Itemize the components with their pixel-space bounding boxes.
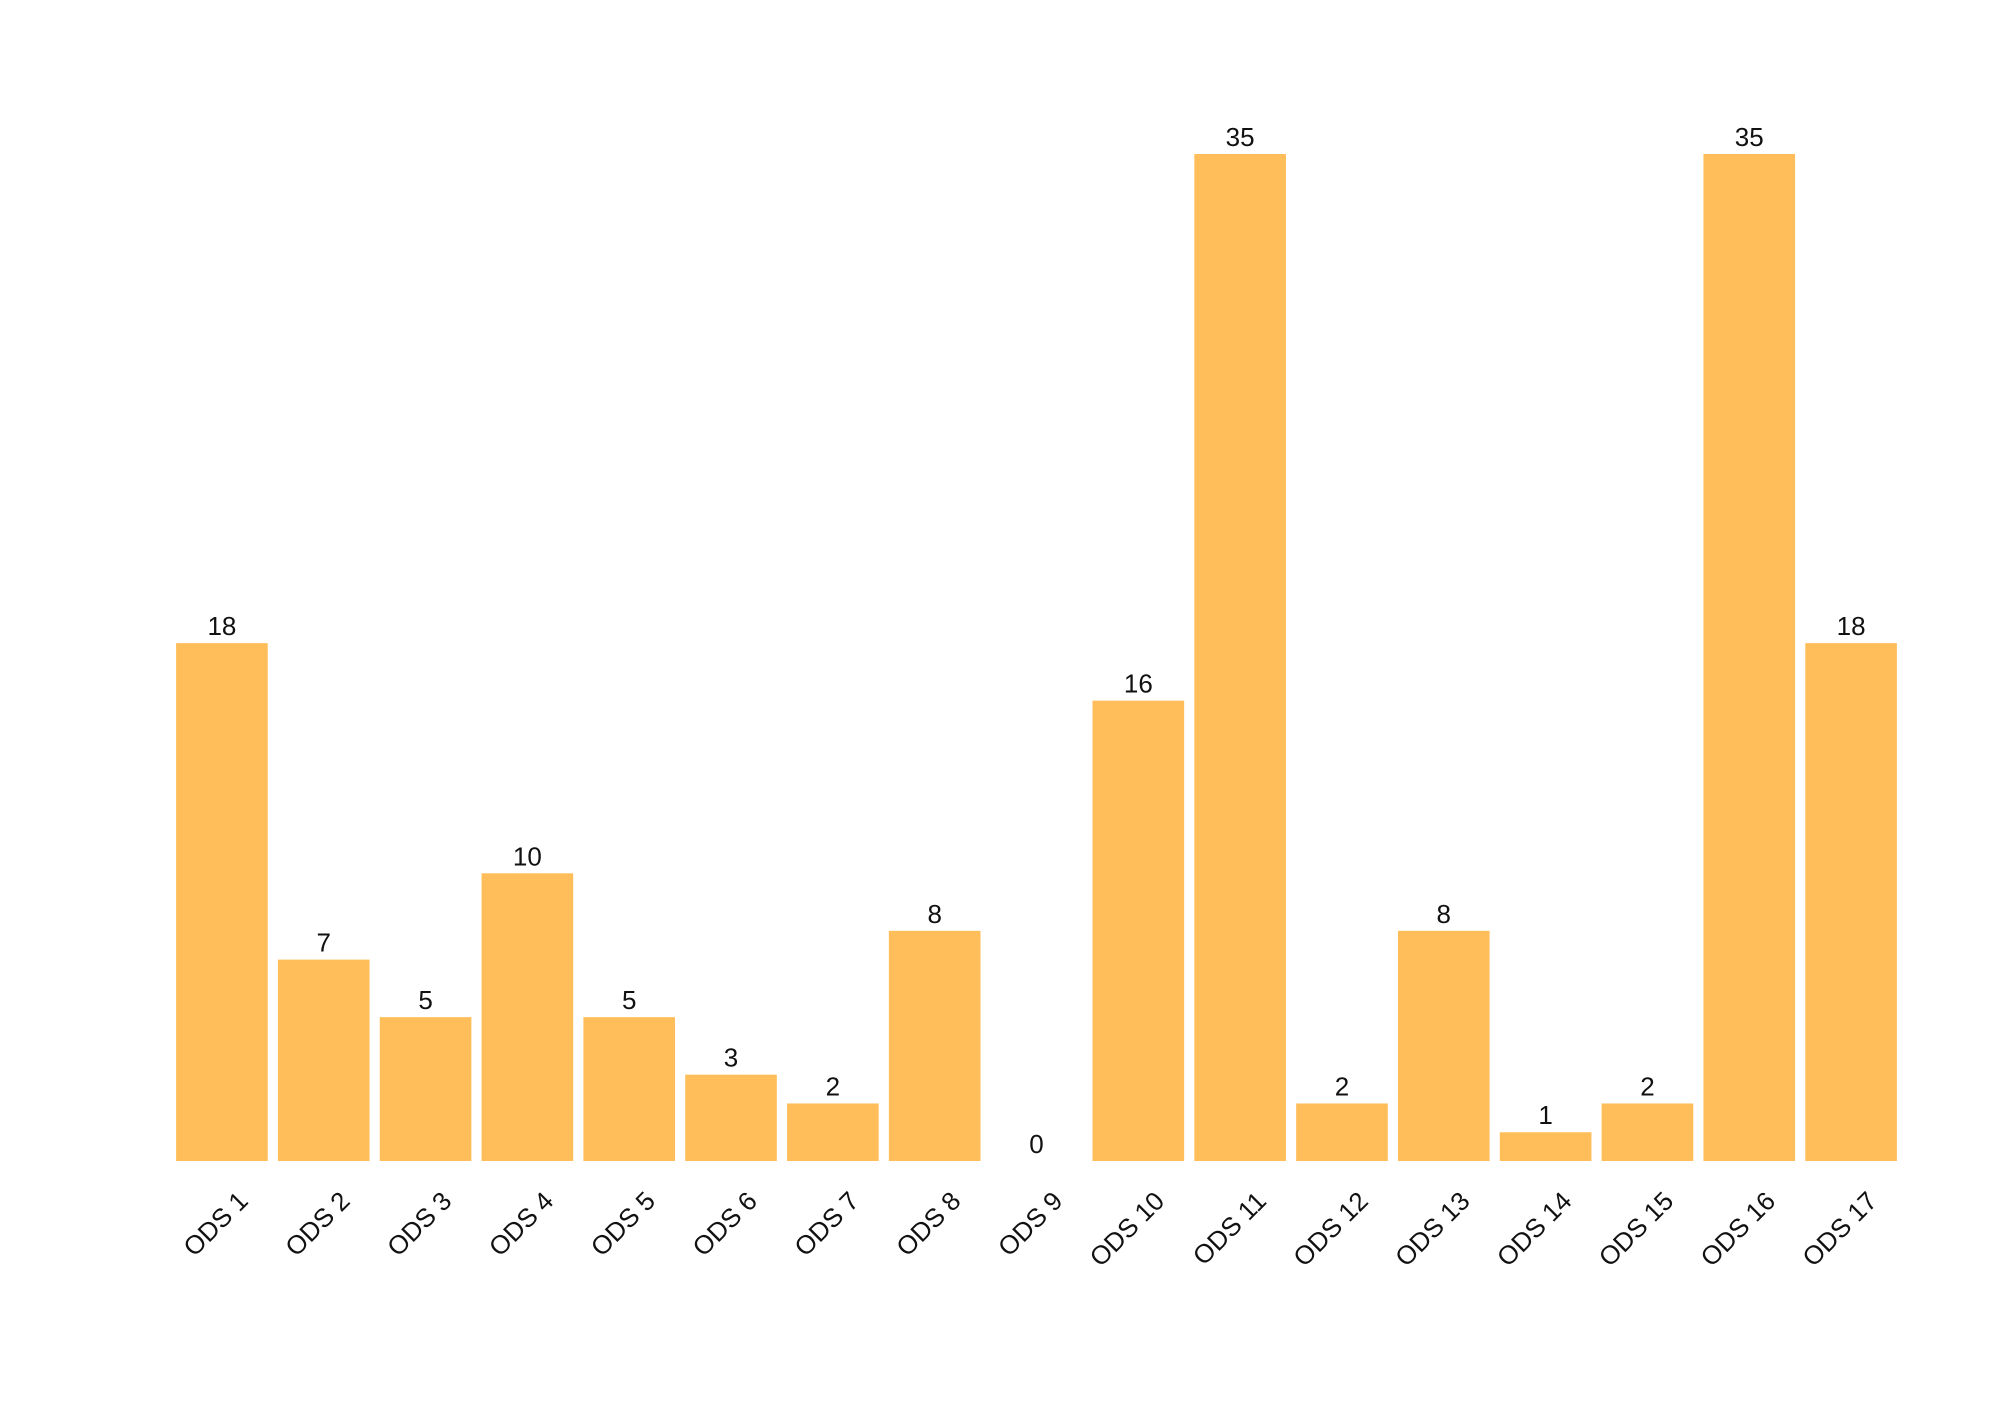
x-tick-label: ODS 7 — [788, 1186, 864, 1262]
bar — [379, 1017, 472, 1161]
x-tick-label: ODS 9 — [992, 1186, 1068, 1262]
bar — [1194, 154, 1286, 1161]
bar — [1499, 1132, 1592, 1161]
value-label: 35 — [1226, 122, 1255, 152]
bar — [176, 643, 268, 1161]
bar — [685, 1074, 777, 1161]
x-tick-label: ODS 5 — [585, 1186, 661, 1262]
value-label: 7 — [317, 928, 331, 958]
value-label: 10 — [513, 841, 542, 871]
x-tick-label: ODS 15 — [1593, 1186, 1680, 1273]
bar — [277, 959, 370, 1161]
bar — [1703, 154, 1796, 1161]
x-tick-label: ODS 11 — [1187, 1186, 1272, 1271]
x-tick-label: ODS 14 — [1491, 1186, 1578, 1273]
bar — [1397, 930, 1490, 1161]
x-tick-label: ODS 13 — [1389, 1186, 1476, 1273]
x-tick-label: ODS 10 — [1084, 1186, 1171, 1273]
bar — [1296, 1103, 1388, 1161]
value-label: 16 — [1124, 669, 1153, 699]
value-label: 3 — [724, 1043, 738, 1073]
x-tick-label: ODS 1 — [177, 1186, 253, 1262]
bar — [583, 1017, 676, 1161]
x-tick-label: ODS 2 — [279, 1186, 355, 1262]
bar — [787, 1103, 879, 1161]
value-label: 2 — [826, 1071, 840, 1101]
bar — [481, 873, 574, 1161]
value-label: 18 — [207, 611, 236, 641]
value-label: 2 — [1640, 1071, 1654, 1101]
x-tick-label: ODS 16 — [1694, 1186, 1781, 1273]
bar — [1805, 643, 1897, 1161]
value-label: 8 — [1437, 899, 1451, 929]
x-tick-label: ODS 8 — [890, 1186, 966, 1262]
value-label: 0 — [1029, 1129, 1043, 1159]
value-label: 18 — [1837, 611, 1866, 641]
x-tick-label: ODS 3 — [381, 1186, 457, 1262]
bar — [1601, 1103, 1694, 1161]
x-tick-label: ODS 12 — [1287, 1186, 1374, 1273]
value-label: 35 — [1735, 122, 1764, 152]
bar — [1092, 700, 1185, 1161]
value-label: 5 — [622, 985, 636, 1015]
value-label: 1 — [1538, 1100, 1552, 1130]
x-tick-label: ODS 4 — [483, 1186, 559, 1262]
value-label: 5 — [418, 985, 432, 1015]
x-tick-label: ODS 17 — [1796, 1186, 1883, 1273]
bar — [888, 930, 981, 1161]
value-label: 2 — [1335, 1071, 1349, 1101]
x-tick-label: ODS 6 — [686, 1186, 762, 1262]
value-label: 8 — [927, 899, 941, 929]
